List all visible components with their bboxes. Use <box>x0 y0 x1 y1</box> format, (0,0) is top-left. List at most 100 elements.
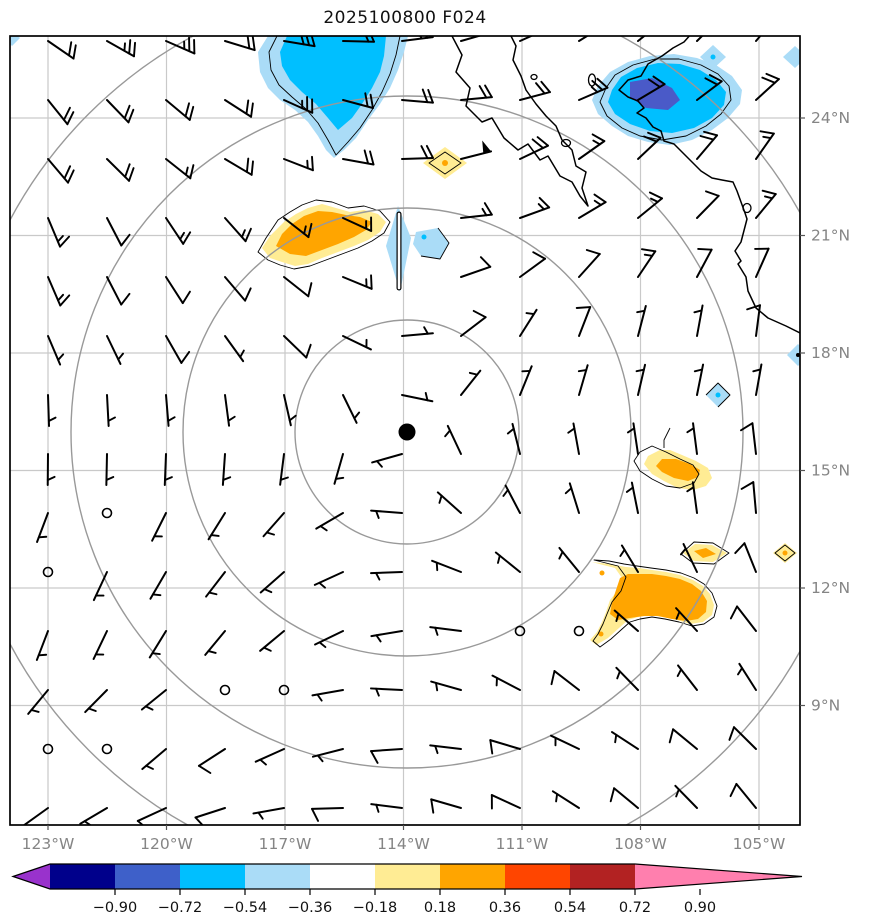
calm-circle <box>219 684 231 696</box>
wind-barb <box>429 744 462 755</box>
wind-barb <box>92 571 108 602</box>
wind-barb <box>578 36 589 42</box>
wind-barb <box>729 782 757 809</box>
wind-barb <box>370 630 403 643</box>
wind-barb <box>22 807 49 825</box>
calm-circle <box>101 507 113 519</box>
wind-barb <box>676 664 698 691</box>
colorbar-tick-label: 0.36 <box>489 900 521 916</box>
wind-barb <box>755 189 777 219</box>
wind-barb <box>558 546 580 573</box>
wind-barb <box>551 790 580 809</box>
wind-barb <box>106 99 135 124</box>
shaded-region-diamond-nw-corner <box>10 36 20 46</box>
wind-barb <box>550 670 580 691</box>
wind-barb <box>729 605 757 632</box>
colorbar-right-arrow <box>635 864 802 889</box>
wind-barb <box>436 491 462 514</box>
wind-barb <box>491 674 521 691</box>
contour-line <box>599 58 732 141</box>
wind-barb <box>637 75 666 101</box>
lat-tick-label: 18°N <box>811 344 850 362</box>
wind-barb <box>47 99 75 126</box>
wind-barb <box>401 88 434 104</box>
shaded-region-south-orange-core <box>610 574 707 621</box>
wind-barb <box>141 748 167 771</box>
calm-circle <box>514 625 526 637</box>
wind-barb <box>519 251 547 278</box>
colorbar-outline <box>11 863 803 890</box>
plot-frame <box>9 35 801 826</box>
wind-barb <box>737 662 757 691</box>
wind-barb <box>626 422 639 455</box>
wind-barb <box>279 453 289 486</box>
wind-barb <box>370 687 403 697</box>
wind-barb <box>613 609 639 632</box>
wind-barb <box>734 542 757 573</box>
colorbar-tick-label: −0.54 <box>223 900 267 916</box>
colorbar-tick-label: −0.90 <box>93 900 137 916</box>
wind-barb <box>47 335 65 366</box>
wind-barb <box>637 191 664 219</box>
wind-barb <box>519 308 538 337</box>
wind-barb <box>611 731 639 750</box>
contour-line <box>663 427 671 448</box>
region-dot <box>782 550 788 556</box>
wind-barb <box>105 453 115 486</box>
lon-tick-label: 114°W <box>377 835 430 853</box>
wind-barb <box>519 36 534 42</box>
wind-barb <box>205 571 226 598</box>
wind-barb <box>609 787 639 809</box>
wind-barb <box>519 196 551 219</box>
wind-barb <box>675 607 698 632</box>
wind-barb <box>370 509 403 519</box>
island <box>587 73 597 87</box>
storm-center-dot <box>398 423 416 441</box>
wind-barb <box>47 158 75 184</box>
contour-line <box>420 227 450 260</box>
wind-barb <box>136 807 167 825</box>
wind-barb <box>314 630 344 649</box>
colorbar-left-arrow <box>13 864 50 889</box>
wind-barb <box>696 190 720 219</box>
island <box>560 138 572 148</box>
wind-barb <box>204 630 226 656</box>
contour-line <box>268 36 401 156</box>
calm-circle <box>42 743 54 755</box>
wind-barb <box>106 394 116 427</box>
wind-barb <box>564 482 580 514</box>
colorbar-tick-label: 0.72 <box>619 900 651 916</box>
wind-barb <box>92 630 108 660</box>
shaded-region-diamond-right-spine <box>787 344 800 366</box>
contour-line <box>257 199 391 270</box>
wind-barb <box>686 481 698 514</box>
wind-barb <box>165 394 176 427</box>
wind-barb <box>84 689 108 714</box>
wind-barb <box>637 248 657 278</box>
shaded-region-pentagon-blue <box>413 228 449 259</box>
wind-barb <box>489 739 521 755</box>
contour-line <box>592 559 718 648</box>
colorbar-segment <box>50 864 115 889</box>
wind-barb <box>342 149 375 166</box>
wind-barb <box>224 36 256 52</box>
wind-barb <box>342 274 373 290</box>
colorbar-segment <box>310 864 375 889</box>
wind-barb <box>401 36 434 42</box>
wind-barb <box>342 92 374 109</box>
wind-barb <box>165 276 191 305</box>
wind-barb <box>252 807 285 820</box>
region-dot <box>710 54 716 60</box>
wind-barb <box>106 276 131 306</box>
wind-barb <box>197 748 226 774</box>
wind-barb <box>342 216 373 232</box>
region-dot <box>421 234 427 240</box>
wind-barb <box>283 335 312 359</box>
lat-tick-label: 21°N <box>811 227 850 245</box>
wind-barb <box>460 36 483 42</box>
wind-barb <box>575 306 592 337</box>
calm-circle <box>278 684 290 696</box>
wind-barb <box>577 364 589 396</box>
wind-barb <box>696 74 723 101</box>
